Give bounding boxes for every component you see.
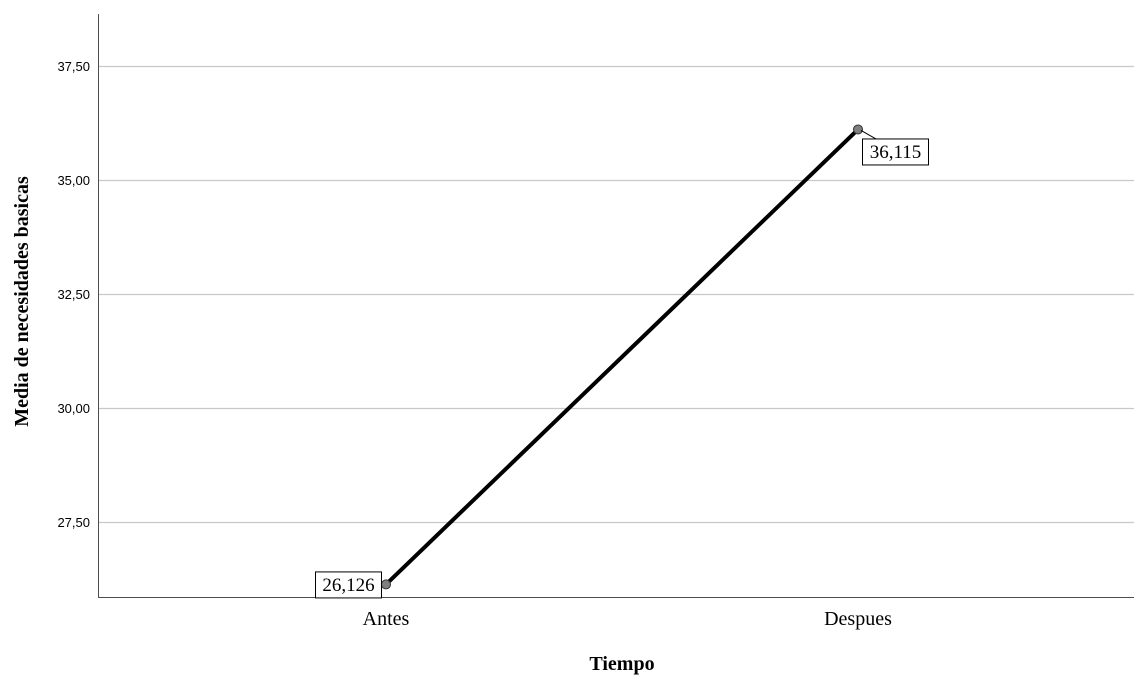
- y-tick-labels: 27,50 30,00 32,50 35,00 37,50: [57, 59, 90, 530]
- x-axis-title: Tiempo: [589, 653, 654, 675]
- y-tick-label: 32,50: [57, 287, 90, 302]
- y-tick-label: 35,00: [57, 173, 90, 188]
- data-labels: 26,126 36,115: [315, 130, 929, 599]
- data-label-leader: [860, 130, 877, 140]
- data-point-marker: [381, 579, 391, 590]
- data-label-box: [862, 138, 929, 166]
- axes: [98, 14, 1134, 598]
- series-layer: [381, 124, 863, 590]
- y-tick-label: 37,50: [57, 59, 90, 74]
- x-category-label: Antes: [363, 608, 410, 630]
- x-category-label: Despues: [824, 608, 892, 630]
- series-line: [384, 127, 860, 587]
- y-axis-title: Media de necesidades basicas: [11, 176, 33, 427]
- data-point-marker: [853, 124, 863, 135]
- y-tick-label: 30,00: [57, 401, 90, 416]
- data-label: 26,126: [322, 575, 374, 596]
- data-label: 36,115: [870, 142, 922, 163]
- y-tick-label: 27,50: [57, 515, 90, 530]
- data-label-box: [315, 571, 382, 599]
- x-category-labels: Antes Despues: [363, 608, 892, 630]
- gridlines: [98, 65, 1134, 524]
